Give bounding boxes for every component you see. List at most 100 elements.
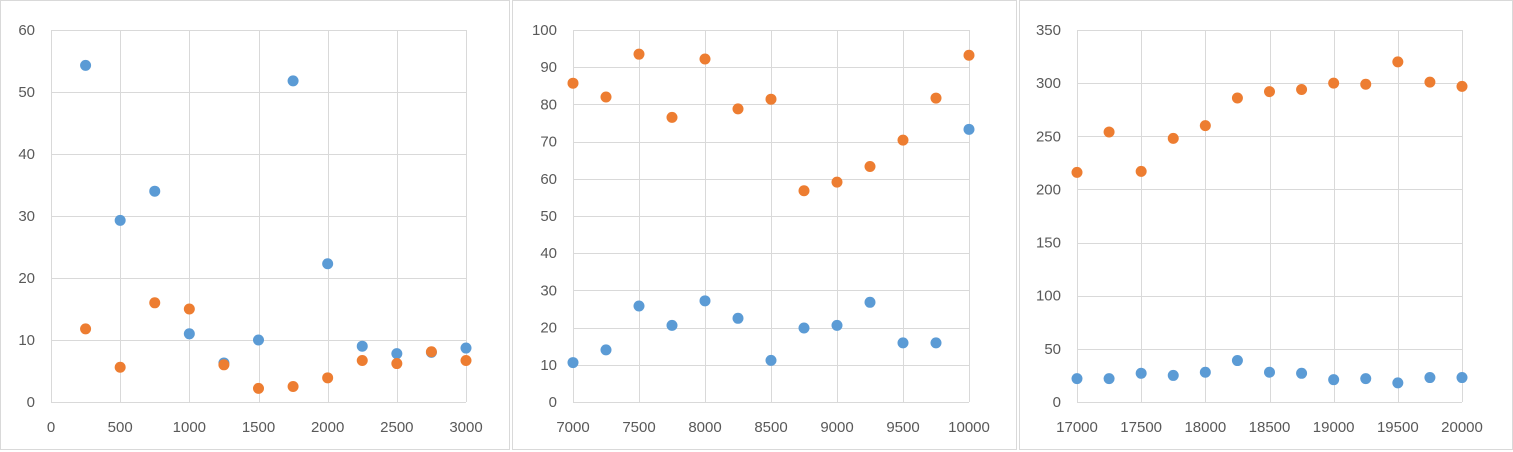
series-2	[1071, 56, 1468, 178]
y-tick-label: 20	[540, 320, 557, 337]
x-tick-label: 17000	[1056, 419, 1098, 436]
data-point	[253, 382, 264, 394]
data-point	[666, 319, 678, 331]
y-tick-label: 350	[1036, 22, 1061, 39]
data-point	[666, 111, 678, 123]
data-point	[1135, 367, 1147, 379]
x-tick-label: 18500	[1249, 419, 1291, 436]
data-point	[149, 297, 161, 309]
data-point	[391, 358, 403, 370]
data-point	[183, 303, 195, 315]
data-point	[600, 344, 612, 356]
scatter-chart-2-plot: 0 10 20 30 40 50 60 70 80 90 100 7000 7500 8000 8500 90…	[532, 22, 990, 436]
x-tick-label: 18000	[1184, 419, 1226, 436]
x-tick-label: 8000	[688, 419, 721, 436]
x-tick-label: 0	[47, 419, 55, 436]
y-tick-label: 80	[540, 96, 557, 113]
x-tick-label: 7500	[622, 419, 655, 436]
y-tick-label: 60	[540, 171, 557, 188]
data-point	[567, 357, 579, 369]
data-point	[1231, 92, 1243, 104]
y-tick-label: 20	[18, 270, 35, 287]
data-point	[1103, 126, 1115, 138]
data-point	[1456, 80, 1468, 92]
data-point	[1328, 374, 1340, 386]
data-point	[1392, 377, 1404, 389]
data-point	[699, 53, 711, 65]
scatter-chart-3-plot: 0 50 100 150 200 250 300 350 17000 17500 18000 1850…	[1036, 22, 1483, 436]
x-tick-label: 9500	[886, 419, 919, 436]
data-point	[831, 176, 843, 188]
data-point	[322, 372, 334, 384]
y-tick-label: 50	[540, 208, 557, 225]
data-point	[80, 59, 92, 71]
x-tick-label: 7000	[556, 419, 589, 436]
data-point	[287, 381, 299, 392]
data-point	[798, 185, 810, 197]
x-tick-label: 3000	[449, 419, 482, 436]
y-tick-label: 150	[1036, 235, 1061, 252]
data-point	[633, 300, 645, 312]
x-tick-label: 1000	[173, 419, 206, 436]
y-tick-label: 250	[1036, 128, 1061, 145]
data-point	[765, 93, 777, 105]
data-point	[765, 354, 777, 366]
data-point	[1231, 355, 1243, 367]
y-tick-label: 50	[18, 84, 35, 101]
data-point	[322, 258, 334, 270]
y-tick-label: 30	[18, 208, 35, 225]
data-point	[831, 319, 843, 331]
y-tick-label: 40	[18, 146, 35, 163]
x-tick-label: 20000	[1441, 419, 1483, 436]
data-point	[183, 328, 195, 340]
data-point	[114, 214, 126, 226]
y-tick-label: 40	[540, 245, 557, 262]
data-point	[287, 75, 299, 87]
x-tick-label: 19500	[1377, 419, 1419, 436]
data-point	[930, 337, 942, 349]
x-tick-label: 9000	[820, 419, 853, 436]
data-point	[1360, 373, 1372, 385]
data-point	[391, 348, 403, 360]
series-1	[1071, 355, 1468, 389]
x-tick-label: 10000	[948, 419, 990, 436]
y-tick-label: 300	[1036, 75, 1061, 92]
y-tick-label: 50	[1044, 341, 1061, 358]
x-tick-label: 8500	[754, 419, 787, 436]
y-tick-label: 60	[18, 22, 35, 39]
x-tick-label: 500	[108, 419, 133, 436]
data-point	[218, 359, 230, 371]
series-2	[567, 48, 975, 197]
y-tick-label: 0	[1053, 394, 1061, 411]
x-tick-label: 17500	[1120, 419, 1162, 436]
gridlines	[1077, 30, 1463, 403]
data-point	[1071, 373, 1083, 385]
data-point	[567, 77, 579, 89]
series-2	[80, 297, 472, 394]
data-point	[1328, 77, 1340, 89]
data-point	[1103, 373, 1115, 385]
data-point	[732, 312, 744, 324]
scatter-chart-1: 0 10 20 30 40 50 60 0 500 1000 1500 2000 2500 3000	[0, 0, 510, 450]
data-point	[1392, 56, 1404, 68]
scatter-chart-2: 0 10 20 30 40 50 60 70 80 90 100 7000 7500 8000 8500 90…	[512, 0, 1017, 450]
data-point	[600, 91, 612, 103]
x-tick-label: 19000	[1313, 419, 1355, 436]
data-point	[1456, 372, 1468, 384]
data-point	[864, 161, 876, 173]
data-point	[460, 354, 472, 366]
series-1	[80, 59, 472, 369]
data-point	[699, 295, 711, 307]
data-point	[1199, 120, 1211, 132]
x-tick-label: 2000	[311, 419, 344, 436]
data-point	[80, 323, 92, 335]
data-point	[963, 123, 975, 135]
y-tick-label: 0	[549, 394, 557, 411]
gridlines	[573, 30, 970, 403]
data-point	[1199, 366, 1211, 378]
data-point	[356, 340, 368, 352]
x-tick-label: 2500	[380, 419, 413, 436]
y-tick-label: 100	[532, 22, 557, 39]
y-tick-label: 0	[27, 394, 35, 411]
data-point	[864, 296, 876, 308]
